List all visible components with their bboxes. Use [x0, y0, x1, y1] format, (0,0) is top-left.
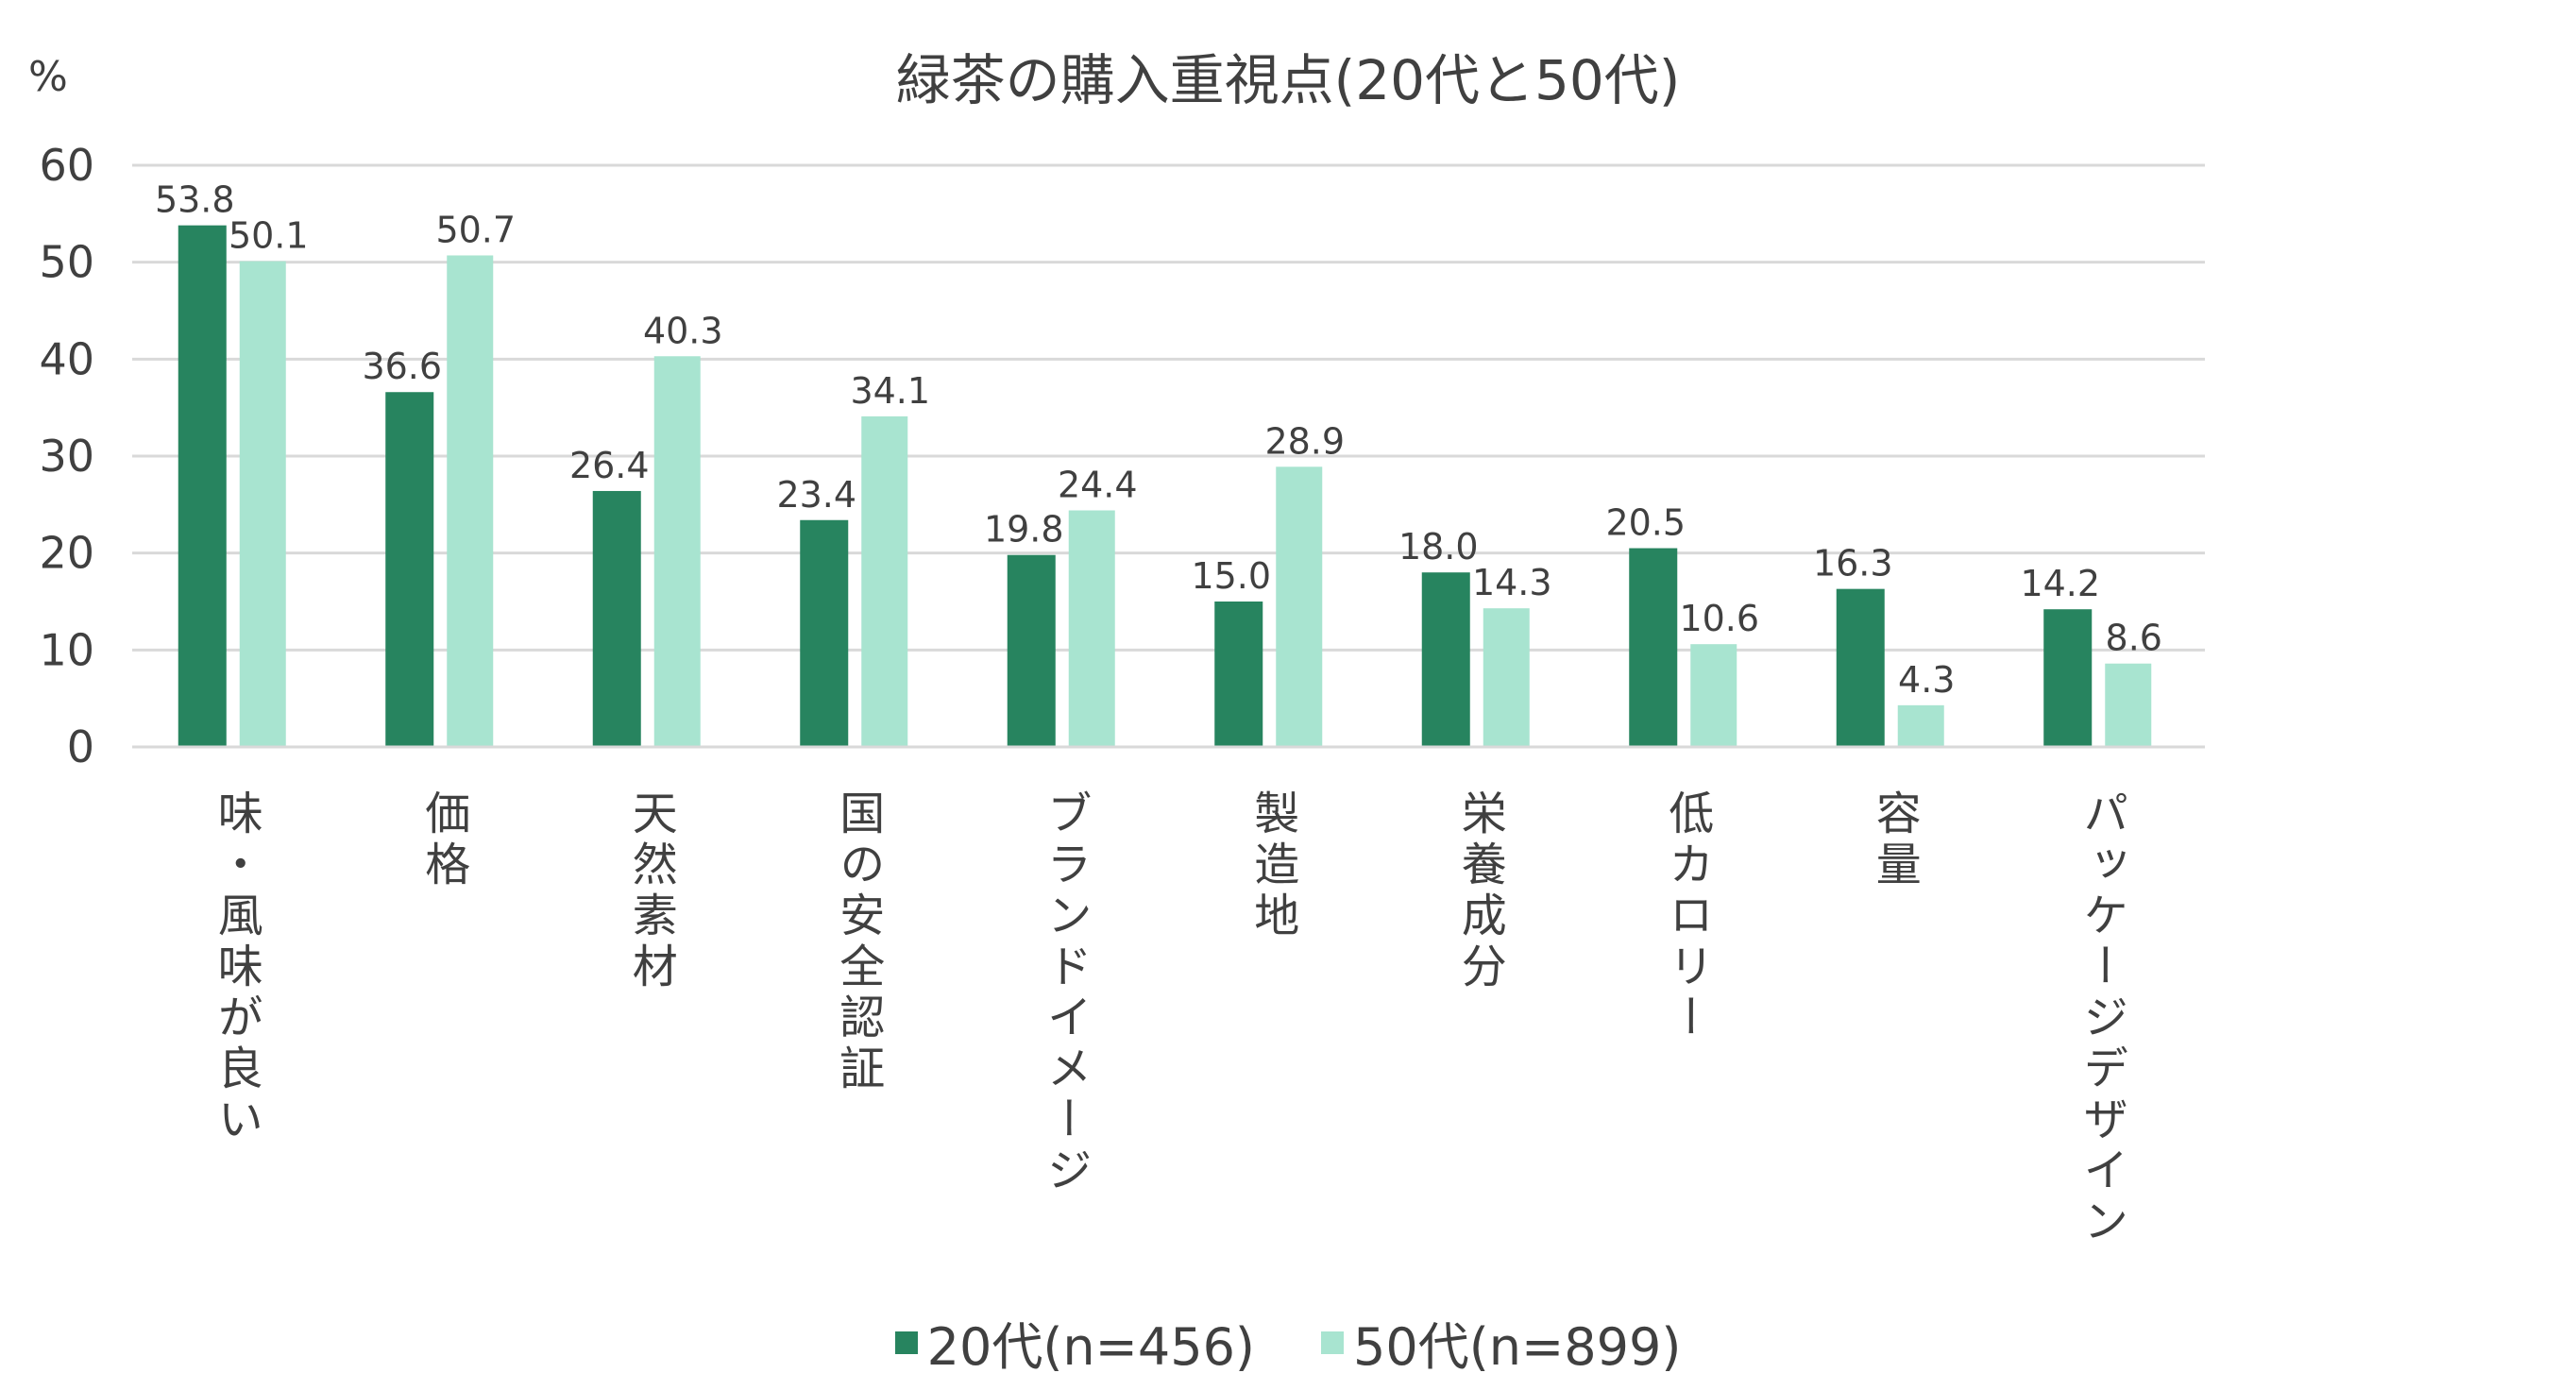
- data-label: 53.8: [155, 179, 235, 221]
- data-label: 40.3: [643, 310, 723, 351]
- y-tick-label: 20: [39, 528, 94, 579]
- x-tick-label: ブランドイメージ: [1038, 789, 1092, 1197]
- x-tick-label: 栄養成分: [1452, 789, 1506, 993]
- data-label: 36.6: [362, 346, 442, 387]
- x-tick-label: 味・風味が良い: [209, 789, 263, 1146]
- bar: [592, 490, 641, 747]
- data-label: 18.0: [1398, 526, 1479, 568]
- y-tick-label: 10: [39, 624, 94, 675]
- legend-label: 20代(n=456): [926, 1317, 1255, 1377]
- x-tick-label: パッケージデザイン: [2075, 789, 2128, 1248]
- bar: [385, 392, 434, 747]
- x-tick-label: 天然素材: [623, 789, 677, 993]
- x-tick-label: 低カロリー: [1660, 789, 1714, 1044]
- legend-swatch: [894, 1331, 918, 1354]
- bar: [1068, 510, 1115, 747]
- y-tick-label: 0: [67, 721, 94, 772]
- legend-item: 20代(n=456): [894, 1305, 1255, 1380]
- bar: [1836, 588, 1885, 747]
- legend-swatch: [1321, 1331, 1344, 1354]
- y-tick-label: 30: [39, 431, 94, 482]
- data-label: 14.2: [2020, 563, 2100, 604]
- y-tick-label: 60: [39, 140, 94, 191]
- data-label: 28.9: [1264, 420, 1345, 462]
- x-tick-label: 容量: [1867, 789, 1921, 891]
- y-tick-label: 50: [39, 237, 94, 288]
- data-label: 50.1: [229, 215, 309, 257]
- data-label: 26.4: [569, 445, 650, 486]
- chart-title: 緑茶の購入重視点(20代と50代): [895, 48, 1681, 112]
- bar: [861, 415, 908, 747]
- data-label: 23.4: [776, 474, 856, 516]
- bar: [653, 356, 701, 747]
- bar: [178, 225, 227, 748]
- data-label: 50.7: [435, 209, 516, 250]
- bar: [447, 255, 494, 748]
- bar: [239, 261, 286, 747]
- bar: [1007, 554, 1056, 747]
- bar: [2105, 663, 2152, 747]
- bar: [1214, 602, 1263, 747]
- data-label: 19.8: [984, 509, 1064, 551]
- y-axis-unit: %: [28, 53, 68, 101]
- data-label: 14.3: [1472, 562, 1552, 603]
- data-label: 16.3: [1813, 543, 1893, 585]
- x-tick-label: 価格: [416, 789, 470, 891]
- data-label: 20.5: [1605, 502, 1686, 544]
- legend-item: 50代(n=899): [1321, 1305, 1681, 1380]
- data-label: 8.6: [2106, 618, 2162, 659]
- x-tick-label: 国の安全認証: [831, 789, 885, 1095]
- data-label: 10.6: [1679, 598, 1759, 639]
- bar: [2043, 609, 2093, 747]
- y-tick-label: 40: [39, 333, 94, 384]
- bar: [1629, 548, 1678, 747]
- legend-label: 50代(n=899): [1353, 1317, 1682, 1377]
- bar: [1483, 608, 1530, 747]
- data-label: 15.0: [1191, 555, 1271, 597]
- bar: [800, 519, 849, 747]
- x-tick-label: 製造地: [1246, 789, 1299, 942]
- legend: 20代(n=456) 50代(n=899): [0, 1305, 2576, 1380]
- bar: [1897, 704, 1944, 747]
- data-label: 24.4: [1058, 464, 1138, 505]
- bar: [1276, 466, 1323, 747]
- data-label: 34.1: [850, 370, 930, 412]
- bar: [1690, 644, 1737, 747]
- bar: [1421, 572, 1470, 747]
- data-label: 4.3: [1898, 659, 1955, 701]
